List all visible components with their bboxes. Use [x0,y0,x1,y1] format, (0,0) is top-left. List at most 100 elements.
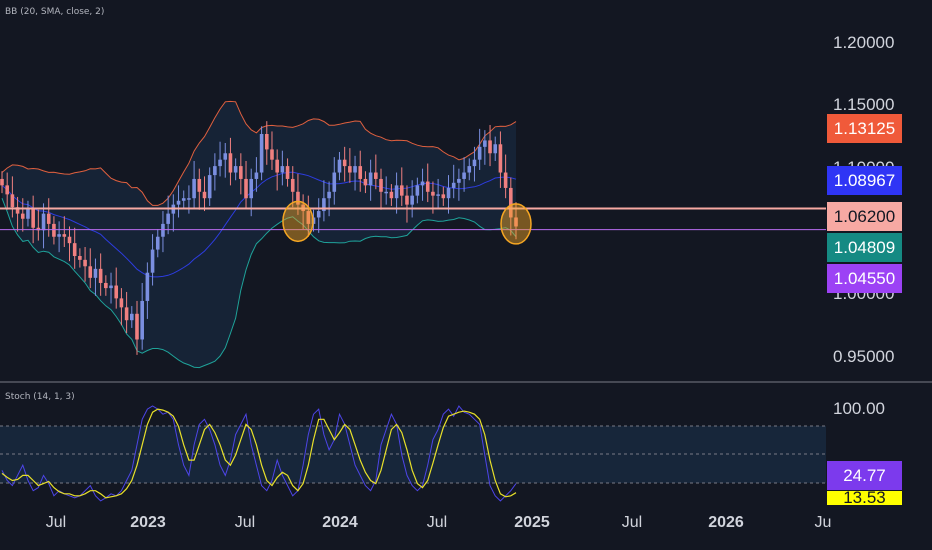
price-tag-resistance[interactable]: 1.06200 [827,202,902,231]
candle-body[interactable] [244,178,248,199]
candle-body[interactable] [135,313,139,340]
candle-body[interactable] [249,178,254,199]
candle-body[interactable] [233,166,238,173]
candle-body[interactable] [88,266,93,278]
candle-body[interactable] [20,213,25,219]
candle-body[interactable] [368,172,373,186]
candle-body[interactable] [322,198,326,212]
candle-body[interactable] [41,213,46,231]
candle-body[interactable] [405,195,409,205]
candle-body[interactable] [155,236,160,250]
candle-body[interactable] [218,159,222,167]
candle-body[interactable] [213,166,217,176]
candle-body[interactable] [140,300,144,340]
candle-body[interactable] [441,194,446,199]
candle-body[interactable] [10,194,15,208]
candle-body[interactable] [254,172,259,179]
candle-body[interactable] [394,185,399,199]
candle-body[interactable] [280,166,285,173]
candle-body[interactable] [36,227,41,231]
candle-body[interactable] [420,181,425,186]
candle-body[interactable] [176,200,181,205]
candle-body[interactable] [379,178,383,192]
stoch-tag-d[interactable]: 13.53 [827,491,902,505]
candle-body[interactable] [161,223,165,237]
candle-body[interactable] [384,191,389,194]
candle-body[interactable] [31,208,35,228]
candle-body[interactable] [15,207,20,214]
candle-body[interactable] [509,187,513,218]
candle-body[interactable] [0,178,4,186]
stoch-indicator-label[interactable]: Stoch (14, 1, 3) [5,392,75,402]
candle-body[interactable] [389,191,394,199]
candle-body[interactable] [436,194,440,196]
candle-body[interactable] [342,159,347,167]
candle-body[interactable] [415,185,420,196]
candle-body[interactable] [290,178,295,192]
highlight-circle-right[interactable] [500,203,532,245]
candle-body[interactable] [410,195,414,205]
candle-body[interactable] [62,234,67,237]
candle-body[interactable] [296,191,300,205]
candle-body[interactable] [207,175,212,199]
candle-body[interactable] [98,268,103,283]
candle-body[interactable] [498,144,503,173]
candle-body[interactable] [467,166,472,173]
candle-body[interactable] [93,268,98,278]
candle-body[interactable] [202,191,207,199]
candle-body[interactable] [259,134,264,173]
price-tag-support[interactable]: 1.04550 [827,264,902,293]
candle-body[interactable] [223,153,228,160]
stoch-tag-k[interactable]: 24.77 [827,461,902,490]
candle-body[interactable] [150,249,155,273]
candle-body[interactable] [374,172,378,179]
candle-body[interactable] [337,159,342,173]
candle-body[interactable] [503,172,508,188]
candle-body[interactable] [197,178,202,192]
candle-body[interactable] [306,211,311,224]
candle-body[interactable] [327,191,331,199]
bb-indicator-label[interactable]: BB (20, SMA, close, 2) [5,7,105,17]
candle-body[interactable] [192,178,196,199]
candle-body[interactable] [72,243,77,256]
candle-body[interactable] [457,178,461,183]
candle-body[interactable] [26,208,30,219]
candle-body[interactable] [119,298,124,308]
candle-body[interactable] [353,166,357,173]
candle-body[interactable] [425,181,430,192]
candle-body[interactable] [52,223,56,237]
candle-body[interactable] [399,185,404,196]
candle-body[interactable] [270,149,274,160]
candle-body[interactable] [145,272,150,301]
candle-body[interactable] [181,198,186,201]
candle-body[interactable] [5,185,9,195]
candle-body[interactable] [104,282,108,289]
candle-body[interactable] [83,259,87,267]
candle-body[interactable] [109,285,113,289]
candle-body[interactable] [462,172,466,179]
price-tag-bb-upper[interactable]: 1.13125 [827,114,902,143]
candle-body[interactable] [472,159,477,167]
candle-body[interactable] [57,234,61,237]
candle-body[interactable] [446,187,451,199]
candle-body[interactable] [228,153,233,173]
candle-body[interactable] [67,236,72,244]
candle-body[interactable] [129,313,134,321]
candle-body[interactable] [348,166,352,173]
candle-body[interactable] [363,178,368,186]
candle-body[interactable] [78,256,82,260]
candle-body[interactable] [332,172,337,192]
price-tag-last[interactable]: 1.04809 [827,233,902,262]
candle-body[interactable] [451,182,456,188]
candle-body[interactable] [358,166,363,179]
candle-body[interactable] [114,285,119,299]
candle-body[interactable] [483,140,487,147]
candle-body[interactable] [493,144,498,154]
candle-body[interactable] [477,146,482,160]
candle-body[interactable] [264,134,269,150]
candle-body[interactable] [124,307,129,321]
price-tag-bb-basis[interactable]: 1.08967 [827,166,902,195]
candle-body[interactable] [46,213,51,224]
candle-body[interactable] [285,166,290,179]
candle-body[interactable] [187,198,191,200]
